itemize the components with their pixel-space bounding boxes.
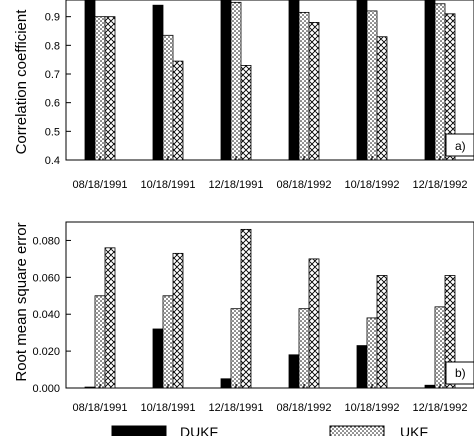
panel-b-rmse-chart: 0.000 0.020 0.040 0.060 0.080 08/18/1991 10/18…: [13, 221, 474, 414]
bar-dots-08-18-1991: [94, 16, 106, 161]
y-tick-label: 0.040: [32, 309, 60, 321]
bar-crosshatch-10-18-1991: [172, 252, 184, 389]
x-tick-label: 10/18/1991: [140, 402, 195, 414]
bar-dots-12-18-1992: [434, 3, 446, 161]
bar-crosshatch-08-18-1991: [104, 16, 116, 161]
bar-crosshatch-08-18-1992: [308, 258, 320, 389]
bar-solid-08-18-1992: [288, 0, 300, 161]
bar-dots-10-18-1992: [366, 10, 378, 161]
bar-dots-12-18-1991: [230, 1, 242, 161]
bar-dots-08-18-1992: [298, 11, 310, 161]
y-tick-label: 0.4: [45, 155, 60, 167]
bar-dots-10-18-1991: [162, 295, 174, 389]
plot-frame: [65, 0, 474, 161]
x-tick-label: 08/18/1992: [276, 402, 331, 414]
x-tick-label: 12/18/1992: [412, 402, 467, 414]
bar-solid-12-18-1991: [220, 0, 232, 161]
bar-solid-08-18-1992: [288, 354, 300, 389]
x-tick-label: 10/18/1992: [344, 179, 399, 191]
bar-crosshatch-12-18-1992: [444, 275, 456, 389]
bar-dots-12-18-1991: [230, 308, 242, 389]
bar-crosshatch-08-18-1992: [308, 21, 320, 161]
legend-swatch-ukf: [329, 425, 385, 436]
x-tick-label: 12/18/1991: [208, 179, 263, 191]
bar-crosshatch-12-18-1991: [240, 65, 252, 161]
y-tick-label: 0.020: [32, 346, 60, 358]
y-tick-label: 0.8: [45, 40, 60, 52]
legend-swatch-dukf: [111, 425, 167, 436]
legend-label-dukf: DUKF: [180, 424, 218, 436]
panel-label-box: [445, 133, 474, 157]
bar-solid-08-18-1991: [84, 0, 96, 161]
bar-dots-12-18-1992: [434, 306, 446, 389]
bar-crosshatch-10-18-1992: [376, 36, 388, 161]
bar-solid-10-18-1991: [152, 328, 164, 389]
bar-crosshatch-08-18-1991: [104, 247, 116, 389]
panel-a-correlation-chart: 0.4 0.5 0.6 0.7 0.8 0.9 08/18/1991 10/18/1991 12…: [13, 0, 474, 191]
x-tick-label: 10/18/1991: [140, 179, 195, 191]
x-tick-label: 10/18/1992: [344, 402, 399, 414]
panel-label-box: [445, 361, 474, 385]
y-axis-title: Correlation coefficient: [13, 9, 30, 155]
y-tick-label: 0.060: [32, 272, 60, 284]
bar-crosshatch-12-18-1992: [444, 13, 456, 161]
y-tick-label: 0.9: [45, 12, 60, 24]
x-tick-label: 12/18/1991: [208, 402, 263, 414]
bar-solid-12-18-1992: [424, 384, 436, 389]
bar-crosshatch-12-18-1991: [240, 228, 252, 389]
plot-frame: [65, 221, 474, 389]
x-tick-label: 08/18/1991: [72, 402, 127, 414]
panel-label: b): [455, 366, 466, 380]
y-tick-label: 0.6: [45, 98, 60, 110]
bar-solid-12-18-1991: [220, 378, 232, 389]
x-tick-label: 08/18/1992: [276, 179, 331, 191]
y-tick-label: 0.080: [32, 235, 60, 247]
y-tick-label: 0.7: [45, 69, 60, 81]
bar-solid-10-18-1992: [356, 345, 368, 389]
bar-solid-08-18-1991: [84, 386, 96, 389]
bar-crosshatch-10-18-1992: [376, 275, 388, 389]
y-tick-label: 0.000: [32, 383, 60, 395]
bar-solid-12-18-1992: [424, 0, 436, 161]
bar-dots-10-18-1991: [162, 34, 174, 161]
x-tick-label: 08/18/1991: [72, 179, 127, 191]
y-axis-title: Root mean square error: [13, 222, 30, 381]
legend-label-ukf: UKF: [400, 424, 428, 436]
bar-dots-08-18-1991: [94, 295, 106, 389]
bar-crosshatch-10-18-1991: [172, 60, 184, 161]
y-tick-label: 0.5: [45, 126, 60, 138]
panel-label: a): [455, 139, 466, 153]
x-tick-label: 12/18/1992: [412, 179, 467, 191]
bar-solid-10-18-1992: [356, 0, 368, 161]
bar-dots-10-18-1992: [366, 317, 378, 389]
bar-solid-10-18-1991: [152, 4, 164, 161]
bar-dots-08-18-1992: [298, 308, 310, 389]
legend: DUKF UKF: [111, 424, 428, 436]
